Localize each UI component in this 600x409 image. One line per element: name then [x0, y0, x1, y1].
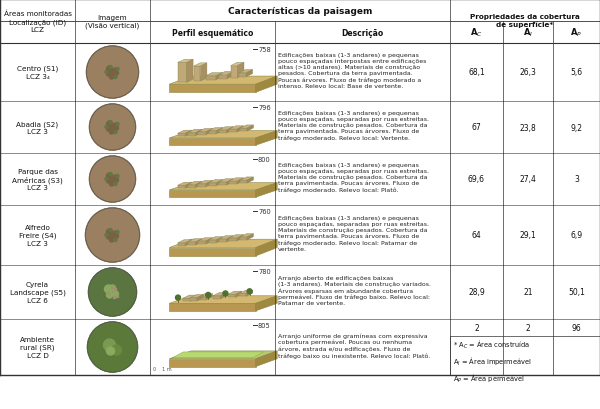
Circle shape	[115, 72, 119, 76]
Polygon shape	[206, 294, 212, 300]
Circle shape	[110, 238, 113, 243]
Polygon shape	[240, 126, 253, 129]
Circle shape	[107, 292, 113, 298]
Text: 2: 2	[526, 324, 530, 333]
Polygon shape	[256, 183, 277, 198]
Polygon shape	[230, 63, 244, 66]
Polygon shape	[196, 182, 202, 188]
Circle shape	[114, 76, 117, 79]
Circle shape	[115, 179, 119, 182]
Text: 0    1 m: 0 1 m	[153, 366, 172, 372]
Circle shape	[110, 126, 115, 130]
Text: 6,9: 6,9	[571, 231, 583, 240]
Polygon shape	[219, 182, 227, 185]
Polygon shape	[169, 240, 277, 248]
Polygon shape	[206, 129, 212, 135]
Circle shape	[104, 285, 113, 293]
Polygon shape	[256, 351, 277, 367]
Polygon shape	[188, 130, 202, 133]
Circle shape	[115, 234, 119, 238]
Polygon shape	[237, 235, 244, 241]
Circle shape	[89, 105, 136, 151]
Polygon shape	[247, 178, 253, 184]
Polygon shape	[183, 295, 197, 299]
Polygon shape	[235, 292, 242, 298]
Text: Características da paisagem: Características da paisagem	[228, 7, 372, 16]
Polygon shape	[239, 294, 246, 297]
Polygon shape	[227, 127, 233, 134]
Polygon shape	[188, 185, 196, 188]
Polygon shape	[237, 126, 244, 133]
Polygon shape	[209, 183, 217, 187]
Circle shape	[104, 339, 115, 351]
Circle shape	[110, 182, 113, 187]
Text: Centro (S1)
LCZ 3₄: Centro (S1) LCZ 3₄	[17, 66, 58, 80]
Text: 26,3: 26,3	[520, 68, 536, 77]
Circle shape	[107, 180, 110, 184]
Circle shape	[89, 105, 136, 151]
Circle shape	[116, 68, 119, 71]
Polygon shape	[240, 234, 253, 237]
Text: 760: 760	[258, 209, 271, 214]
Polygon shape	[198, 184, 206, 187]
Polygon shape	[230, 66, 238, 79]
Polygon shape	[227, 72, 233, 79]
Polygon shape	[246, 290, 253, 297]
Polygon shape	[169, 191, 256, 198]
Text: 9,2: 9,2	[571, 123, 583, 132]
Polygon shape	[219, 130, 227, 134]
Circle shape	[89, 268, 137, 316]
Polygon shape	[169, 351, 277, 359]
Polygon shape	[206, 76, 216, 81]
Polygon shape	[229, 126, 244, 130]
Circle shape	[110, 178, 115, 182]
Circle shape	[113, 237, 116, 241]
Text: Parque das
Américas (S3)
LCZ 3: Parque das Américas (S3) LCZ 3	[12, 168, 63, 191]
Circle shape	[107, 236, 110, 239]
Text: 805: 805	[258, 322, 271, 328]
Polygon shape	[229, 238, 237, 241]
Polygon shape	[198, 133, 206, 135]
Polygon shape	[256, 240, 277, 256]
Circle shape	[107, 122, 113, 128]
Polygon shape	[238, 63, 244, 79]
Polygon shape	[185, 240, 192, 246]
Polygon shape	[216, 73, 223, 81]
Polygon shape	[194, 64, 207, 67]
Text: Arranjo aberto de edificações baixas
(1-3 andares). Materiais de construção vari: Arranjo aberto de edificações baixas (1-…	[278, 275, 431, 306]
Circle shape	[86, 209, 139, 262]
Text: 68,1: 68,1	[468, 68, 485, 77]
Polygon shape	[178, 183, 192, 186]
Polygon shape	[198, 129, 212, 133]
Circle shape	[113, 124, 118, 128]
Polygon shape	[196, 239, 202, 245]
Text: 21: 21	[523, 288, 533, 297]
Bar	[113, 288, 115, 290]
Circle shape	[105, 178, 108, 181]
Circle shape	[113, 291, 119, 297]
Polygon shape	[178, 186, 185, 189]
Polygon shape	[188, 239, 202, 242]
Circle shape	[89, 157, 136, 202]
Circle shape	[86, 209, 139, 262]
Circle shape	[105, 71, 108, 74]
Circle shape	[113, 182, 116, 186]
Circle shape	[116, 123, 119, 126]
Polygon shape	[256, 296, 277, 311]
Polygon shape	[169, 359, 256, 367]
Polygon shape	[178, 63, 187, 83]
Text: 23,8: 23,8	[520, 123, 536, 132]
Text: 69,6: 69,6	[468, 175, 485, 184]
Polygon shape	[213, 293, 227, 296]
Polygon shape	[191, 295, 197, 301]
Polygon shape	[197, 295, 203, 301]
Polygon shape	[246, 70, 253, 78]
Circle shape	[113, 175, 118, 180]
Polygon shape	[169, 85, 256, 93]
Polygon shape	[178, 131, 192, 134]
Text: 800: 800	[258, 157, 271, 163]
Text: Perfil esquemático: Perfil esquemático	[172, 29, 253, 37]
Polygon shape	[198, 294, 212, 297]
Text: Alfredo
Freire (S4)
LCZ 3: Alfredo Freire (S4) LCZ 3	[19, 225, 56, 246]
Circle shape	[86, 47, 139, 99]
